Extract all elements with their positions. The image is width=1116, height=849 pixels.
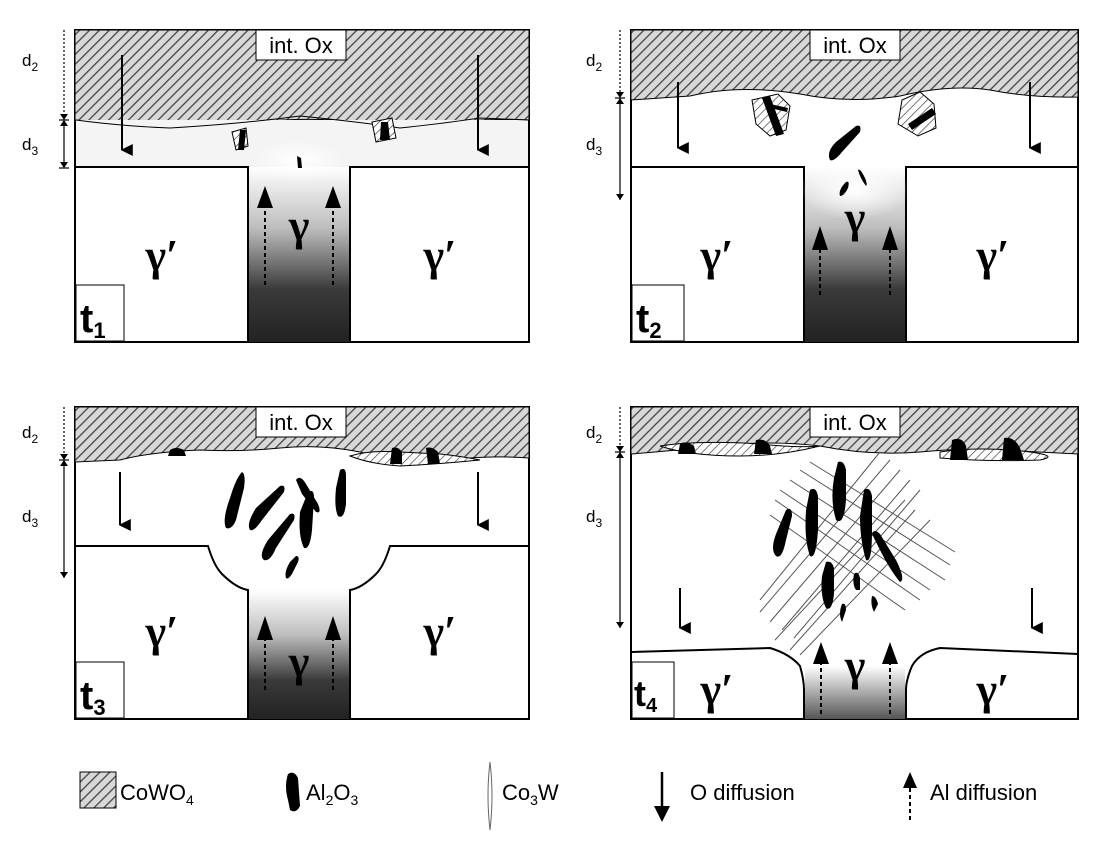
dimension-markers (59, 30, 625, 628)
time-label-t2: t2 (636, 297, 662, 343)
gamma-t4: γ (844, 641, 866, 690)
co3w-swatch (487, 761, 493, 831)
int-ox-label-t3: int. Ox (269, 410, 333, 435)
gamma-t1: γ (288, 201, 310, 250)
al2o3-swatch (286, 772, 300, 812)
gamma-prime-left-t1: γ′ (145, 231, 179, 280)
cowo4-swatch (79, 771, 117, 809)
gamma-prime-left-t2: γ′ (700, 231, 734, 280)
d3-label-t2: d3 (586, 135, 602, 158)
time-labels: t1 t2 t3 t4 (75, 284, 685, 720)
d2-label-t3: d2 (22, 423, 38, 446)
d3-label-t4: d3 (586, 507, 602, 530)
legend-co3w: Co3W (502, 780, 559, 808)
d3-label-t1: d3 (22, 135, 38, 158)
legend-cowo4: CoWO4 (120, 780, 194, 808)
gamma-prime-right-t3: γ′ (423, 607, 457, 656)
d2-label-t4: d2 (586, 423, 602, 446)
panel-t3 (74, 406, 530, 720)
gamma-prime-left-t4: γ′ (700, 665, 734, 714)
panel-t2 (630, 29, 1079, 343)
legend-al-diffusion: Al diffusion (930, 780, 1037, 805)
gamma-prime-left-t3: γ′ (145, 607, 179, 656)
legend: CoWO4 Al2O3 Co3W O diffusion Al diffusio… (79, 761, 1037, 831)
int-ox-labels: int. Ox int. Ox int. Ox int. Ox (255, 29, 901, 438)
phase-labels: γ′ γ′ γ γ′ γ′ γ γ′ γ′ γ γ′ γ′ γ (145, 193, 1010, 714)
time-label-t4: t4 (634, 673, 658, 717)
gamma-prime-right-t2: γ′ (976, 231, 1010, 280)
time-label-t1: t1 (80, 297, 106, 343)
d3-label-t3: d3 (22, 507, 38, 530)
time-label-t3: t3 (80, 674, 106, 720)
int-ox-label-t2: int. Ox (823, 33, 887, 58)
int-ox-label-t1: int. Ox (269, 33, 333, 58)
legend-o-diffusion: O diffusion (690, 780, 795, 805)
panel-t4 (630, 406, 1079, 720)
d2-label-t1: d2 (22, 51, 38, 74)
gamma-prime-right-t4: γ′ (976, 665, 1010, 714)
gamma-t2: γ (844, 193, 866, 242)
legend-al2o3: Al2O3 (306, 780, 358, 808)
gamma-prime-right-t1: γ′ (423, 231, 457, 280)
panel-t1 (74, 29, 530, 343)
d2-label-t2: d2 (586, 51, 602, 74)
int-ox-label-t4: int. Ox (823, 410, 887, 435)
gamma-t3: γ (288, 637, 310, 686)
d-labels: d2 d3 d2 d3 d2 d3 d2 d3 (22, 51, 602, 530)
